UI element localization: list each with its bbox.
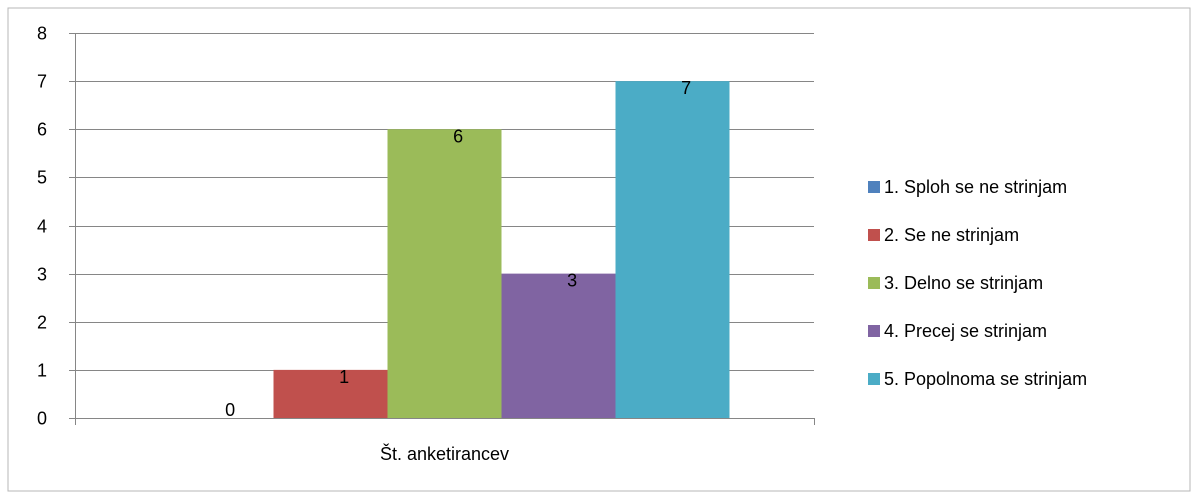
y-tick-label: 3: [37, 265, 47, 285]
y-tick-label: 2: [37, 313, 47, 333]
legend-label: 2. Se ne strinjam: [884, 225, 1019, 245]
legend-swatch: [868, 325, 880, 337]
data-label: 7: [681, 78, 691, 98]
legend: 1. Sploh se ne strinjam 2. Se ne strinjam…: [868, 177, 1087, 389]
data-label: 3: [567, 271, 577, 291]
legend-swatch: [868, 181, 880, 193]
bar: [387, 129, 502, 418]
y-tick-label: 8: [37, 24, 47, 44]
bar: [501, 273, 616, 418]
data-label: 1: [339, 367, 349, 387]
legend-label: 4. Precej se strinjam: [884, 321, 1047, 341]
legend-label: 3. Delno se strinjam: [884, 273, 1043, 293]
y-tick-label: 4: [37, 217, 47, 237]
y-tick-label: 5: [37, 168, 47, 188]
data-label: 0: [225, 400, 235, 420]
legend-swatch: [868, 229, 880, 241]
data-labels: 0 1 6 3 7: [225, 78, 691, 420]
y-tick-label: 0: [37, 409, 47, 429]
legend-label: 1. Sploh se ne strinjam: [884, 177, 1067, 197]
bar: [615, 81, 730, 418]
data-label: 6: [453, 126, 463, 146]
y-tick-label: 1: [37, 361, 47, 381]
x-category-label: Št. anketirancev: [380, 443, 509, 464]
legend-swatch: [868, 373, 880, 385]
y-tick-label: 6: [37, 120, 47, 140]
legend-swatch: [868, 277, 880, 289]
bars: [273, 81, 730, 418]
y-tick-label: 7: [37, 72, 47, 92]
legend-label: 5. Popolnoma se strinjam: [884, 369, 1087, 389]
axes: 0 1 2 3 4 5 6 7 8 Št. anketirancev: [37, 24, 815, 464]
bar: [273, 369, 388, 418]
